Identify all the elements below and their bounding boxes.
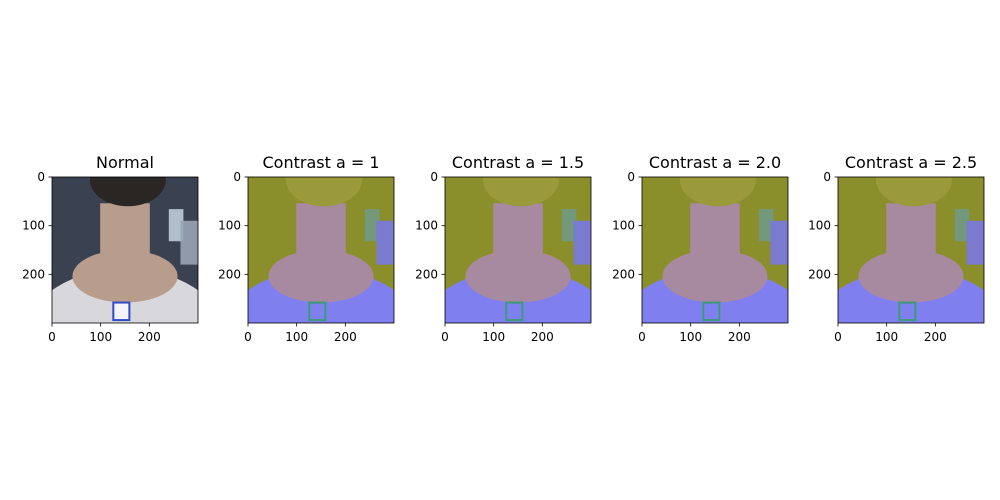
x-tick-label: 100 bbox=[679, 330, 702, 344]
panel-3: Contrast a = 1.5 0 0 100 100 200 200 bbox=[415, 153, 592, 344]
y-tick-label: 0 bbox=[823, 170, 831, 184]
y-tick-label: 0 bbox=[37, 170, 45, 184]
panel-title: Contrast a = 1 bbox=[262, 153, 379, 172]
y-tick-label: 100 bbox=[612, 219, 635, 233]
y-tick-label: 100 bbox=[415, 219, 438, 233]
y-tick-label: 200 bbox=[22, 267, 45, 281]
panel-5: Contrast a = 2.5 0 0 100 100 200 200 bbox=[808, 153, 985, 344]
panel-title: Contrast a = 2.5 bbox=[845, 153, 977, 172]
x-tick-label: 0 bbox=[48, 330, 56, 344]
neck-photo-image bbox=[52, 177, 198, 323]
y-tick-label: 0 bbox=[627, 170, 635, 184]
y-tick-label: 200 bbox=[808, 267, 831, 281]
y-tick-label: 100 bbox=[22, 219, 45, 233]
y-tick-label: 200 bbox=[415, 267, 438, 281]
y-tick-label: 100 bbox=[808, 219, 831, 233]
neck-photo-image bbox=[248, 177, 394, 323]
y-tick-label: 100 bbox=[218, 219, 241, 233]
panel-title: Contrast a = 2.0 bbox=[649, 153, 781, 172]
panel-title: Normal bbox=[96, 153, 154, 172]
axes-frame bbox=[247, 176, 395, 324]
neck-photo-image bbox=[445, 177, 591, 323]
axes-frame bbox=[641, 176, 789, 324]
x-tick-label: 200 bbox=[138, 330, 161, 344]
x-tick-label: 200 bbox=[334, 330, 357, 344]
panel-title: Contrast a = 1.5 bbox=[452, 153, 584, 172]
y-tick-label: 0 bbox=[430, 170, 438, 184]
panel-4: Contrast a = 2.0 0 0 100 100 200 200 bbox=[612, 153, 789, 344]
y-tick-label: 0 bbox=[233, 170, 241, 184]
x-tick-label: 100 bbox=[285, 330, 308, 344]
neck-photo-image bbox=[642, 177, 788, 323]
axes-frame bbox=[444, 176, 592, 324]
x-tick-label: 200 bbox=[924, 330, 947, 344]
x-tick-label: 200 bbox=[728, 330, 751, 344]
x-tick-label: 100 bbox=[875, 330, 898, 344]
neck-photo-image bbox=[838, 177, 984, 323]
panel-1: Normal 0 0 100 100 200 200 bbox=[22, 153, 199, 344]
axes-frame bbox=[837, 176, 985, 324]
y-tick-label: 200 bbox=[612, 267, 635, 281]
x-tick-label: 200 bbox=[531, 330, 554, 344]
x-tick-label: 100 bbox=[89, 330, 112, 344]
panel-2: Contrast a = 1 0 0 100 100 200 200 bbox=[218, 153, 395, 344]
y-tick-label: 200 bbox=[218, 267, 241, 281]
x-tick-label: 0 bbox=[638, 330, 646, 344]
x-tick-label: 100 bbox=[482, 330, 505, 344]
axes-frame bbox=[51, 176, 199, 324]
x-tick-label: 0 bbox=[244, 330, 252, 344]
x-tick-label: 0 bbox=[441, 330, 449, 344]
x-tick-label: 0 bbox=[834, 330, 842, 344]
